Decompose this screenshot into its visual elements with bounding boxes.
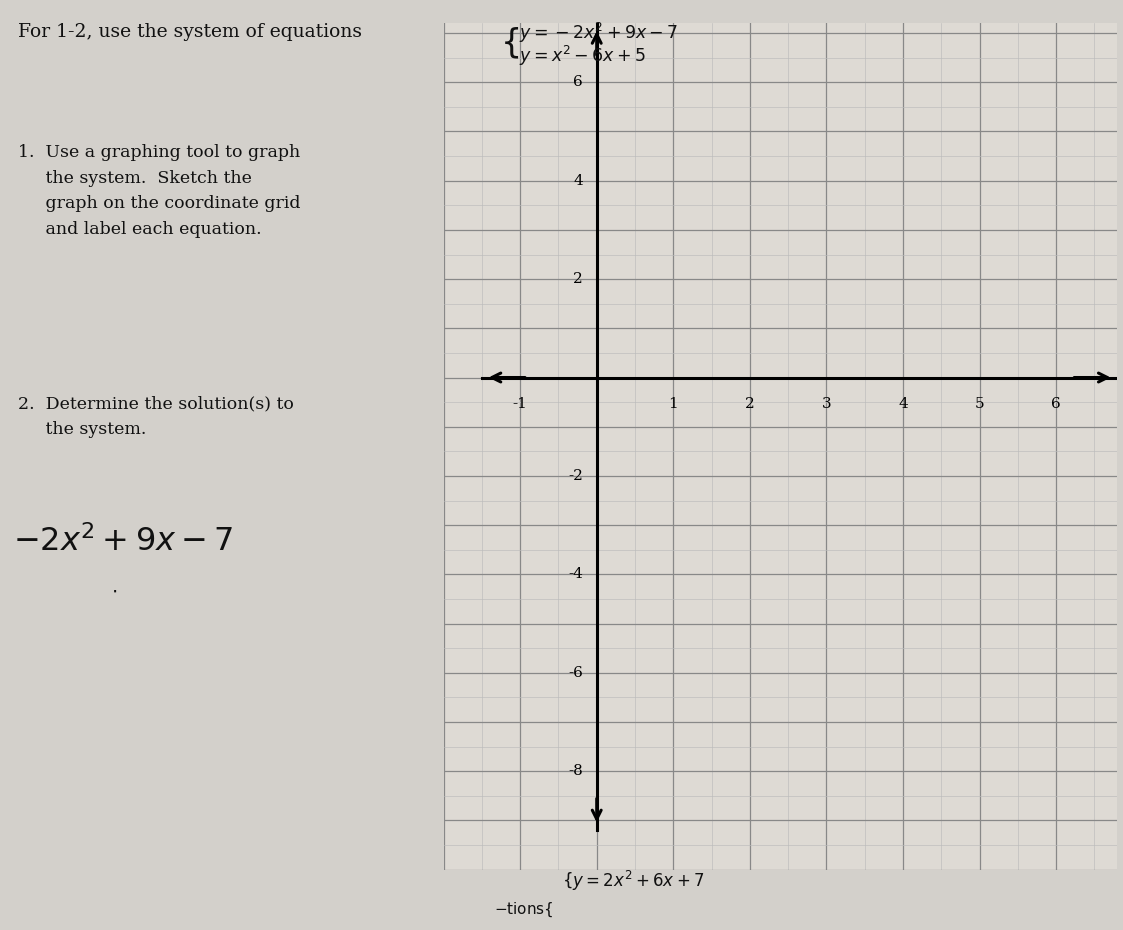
Text: For 1-2, use the system of equations: For 1-2, use the system of equations xyxy=(18,23,362,41)
Text: 2: 2 xyxy=(573,272,583,286)
Text: 2: 2 xyxy=(745,397,755,411)
Text: 1.  Use a graphing tool to graph
     the system.  Sketch the
     graph on the : 1. Use a graphing tool to graph the syst… xyxy=(18,144,300,237)
Text: -8: -8 xyxy=(568,764,583,778)
Text: $-\mathrm{tions}\left\{ \right.$: $-\mathrm{tions}\left\{ \right.$ xyxy=(494,900,554,919)
Text: 6: 6 xyxy=(1051,397,1061,411)
Text: 5: 5 xyxy=(975,397,985,411)
Text: $\{$: $\{$ xyxy=(500,26,519,61)
Text: 6: 6 xyxy=(573,75,583,89)
Text: 4: 4 xyxy=(573,174,583,188)
Text: $\cdot$: $\cdot$ xyxy=(111,581,117,600)
Text: -2: -2 xyxy=(568,469,583,483)
Text: -4: -4 xyxy=(568,567,583,581)
Text: 4: 4 xyxy=(898,397,907,411)
Text: 2.  Determine the solution(s) to
     the system.: 2. Determine the solution(s) to the syst… xyxy=(18,395,293,438)
Text: 3: 3 xyxy=(822,397,831,411)
Text: $-2x^2+9x-7$: $-2x^2+9x-7$ xyxy=(13,525,234,558)
Text: -1: -1 xyxy=(513,397,528,411)
Text: 1: 1 xyxy=(668,397,678,411)
Text: -6: -6 xyxy=(568,666,583,680)
Text: $y = x^2 - 6x + 5$: $y = x^2 - 6x + 5$ xyxy=(519,44,646,68)
Text: $y = -2x^2 + 9x - 7$: $y = -2x^2 + 9x - 7$ xyxy=(519,20,678,45)
Text: $\{y = 2x^2 + 6x + 7$: $\{y = 2x^2 + 6x + 7$ xyxy=(562,869,704,893)
